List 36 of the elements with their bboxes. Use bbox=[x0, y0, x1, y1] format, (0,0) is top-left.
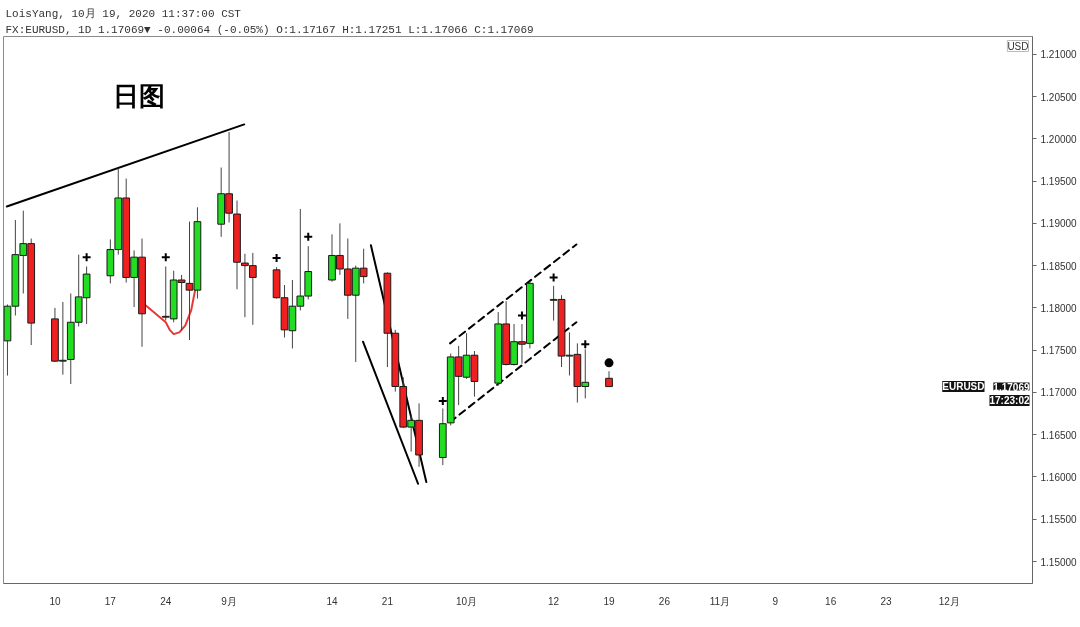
y-axis-title: USD bbox=[1007, 40, 1029, 52]
y-tick-label: 1.17000 bbox=[1040, 387, 1078, 399]
annotation: EURUSD bbox=[942, 381, 985, 393]
x-tick-label: 26 bbox=[658, 595, 671, 607]
x-tick-label: 21 bbox=[381, 595, 394, 607]
x-tick-label: 23 bbox=[880, 595, 893, 607]
y-tick-label: 1.19000 bbox=[1040, 218, 1078, 230]
y-tick-label: 1.21000 bbox=[1040, 49, 1078, 61]
y-tick-label: 1.16500 bbox=[1040, 429, 1078, 441]
y-tick-label: 1.17500 bbox=[1040, 345, 1078, 357]
y-tick-label: 1.19500 bbox=[1040, 176, 1078, 188]
y-tick-label: 1.20000 bbox=[1040, 133, 1078, 145]
x-tick-label: 19 bbox=[603, 595, 616, 607]
y-tick-label: 1.15500 bbox=[1040, 514, 1078, 526]
y-tick-label: 1.20500 bbox=[1040, 91, 1078, 103]
x-tick-label: 10 bbox=[49, 595, 61, 607]
x-tick-label: 16 bbox=[825, 595, 837, 607]
annotation: 17:23:02 bbox=[989, 395, 1030, 407]
y-tick-label: 1.16000 bbox=[1040, 471, 1078, 483]
y-tick-label: 1.18000 bbox=[1040, 302, 1078, 314]
x-tick-label: 14 bbox=[326, 595, 338, 607]
x-tick-label: 11月 bbox=[709, 595, 731, 607]
x-tick-label: 9月 bbox=[221, 595, 237, 607]
annotation: 1.17069 bbox=[993, 381, 1030, 393]
y-tick-label: 1.18500 bbox=[1040, 260, 1078, 272]
x-tick-label: 9 bbox=[772, 595, 779, 607]
x-tick-label: 12 bbox=[548, 595, 560, 607]
y-tick-label: 1.15000 bbox=[1040, 556, 1078, 568]
x-tick-label: 17 bbox=[104, 595, 117, 607]
x-tick-label: 10月 bbox=[455, 595, 478, 607]
x-tick-label: 24 bbox=[160, 595, 172, 607]
text: FX:EURUSD, 1D 1.17069▼ -0.00064 (-0.05%) O:1.17167 H:1.17251 L:1.17066 C:1.17069 bbox=[5, 23, 534, 36]
text: 日图 bbox=[112, 80, 165, 111]
point bbox=[604, 358, 614, 368]
x-tick-label: 12月 bbox=[938, 595, 960, 607]
chart-subtitle: LoisYang, 10月 19, 2020 11:37:00 CST bbox=[5, 7, 242, 20]
